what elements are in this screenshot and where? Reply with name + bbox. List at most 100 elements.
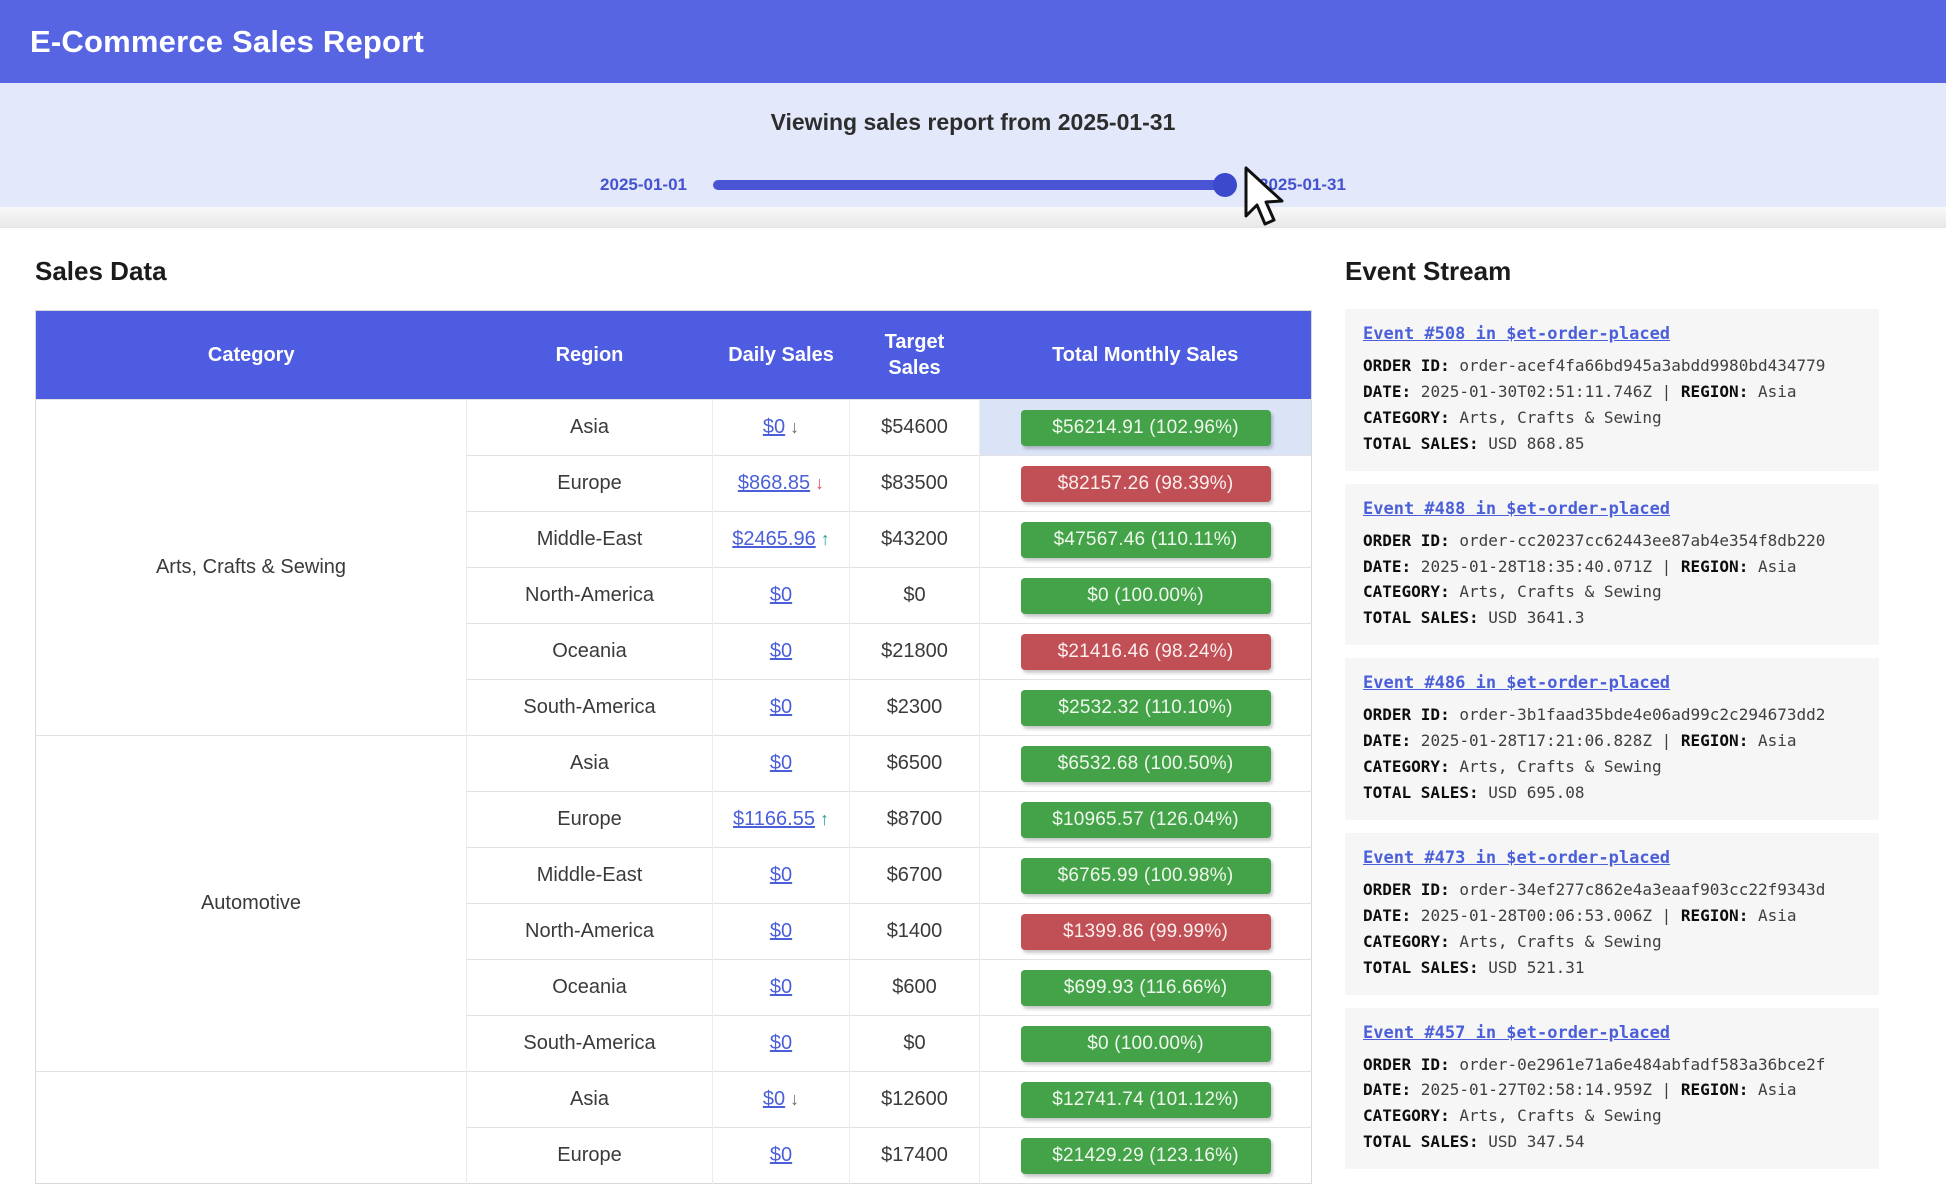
sales-table: Category Region Daily Sales Target Sales… <box>35 310 1312 1184</box>
table-row: Europe $1166.55 ↑ $8700 $10965.57 (126.04%) <box>36 791 1312 848</box>
table-header-row: Category Region Daily Sales Target Sales… <box>35 310 1312 400</box>
event-title-link[interactable]: Event #488 in $et-order-placed <box>1363 498 1671 519</box>
total-monthly-sales-cell: $21429.29 (123.16%) <box>979 1127 1312 1184</box>
trend-up-icon: ↑ <box>820 529 830 549</box>
event-stream-title: Event Stream <box>1345 256 1512 286</box>
target-sales-cell: $8700 <box>849 791 980 848</box>
target-sales-cell: $17400 <box>849 1127 980 1184</box>
table-row: North-America $0 $0 $0 (100.00%) <box>36 567 1312 624</box>
target-sales-cell: $0 <box>849 567 980 624</box>
daily-sales-cell: $0 <box>712 959 850 1016</box>
target-sales-cell: $0 <box>849 1015 980 1072</box>
table-row: Oceania $0 $600 $699.93 (116.66%) <box>36 959 1312 1016</box>
event-card: Event #488 in $et-order-placed ORDER ID: … <box>1345 483 1879 646</box>
daily-sales-link[interactable]: $0 <box>769 640 793 662</box>
total-monthly-sales-cell: $6532.68 (100.50%) <box>979 735 1312 792</box>
daily-sales-link[interactable]: $0 <box>769 584 793 606</box>
event-total-sales: TOTAL SALES: USD 695.08 <box>1363 782 1585 802</box>
total-monthly-sales-cell: $10965.57 (126.04%) <box>979 791 1312 848</box>
event-title-link[interactable]: Event #486 in $et-order-placed <box>1363 673 1671 694</box>
target-sales-cell: $43200 <box>849 511 980 568</box>
trend-up-icon: ↑ <box>819 809 829 829</box>
daily-sales-link[interactable]: $0 <box>769 752 793 774</box>
event-card: Event #486 in $et-order-placed ORDER ID: … <box>1345 658 1879 820</box>
daily-sales-cell: $868.85 ↓ <box>712 455 850 512</box>
daily-sales-cell: $0 <box>712 847 850 904</box>
event-date-region: DATE: 2025-01-27T02:58:14.959Z | REGION:… <box>1363 1080 1797 1100</box>
daily-sales-link[interactable]: $0 <box>769 920 793 942</box>
table-row: Arts, Crafts & Sewing Asia $0 ↓ $54600 $56214… <box>35 399 1312 736</box>
event-category: CATEGORY: Arts, Crafts & Sewing <box>1363 582 1662 602</box>
monthly-sales-badge: $2532.32 (110.10%) <box>1020 689 1271 726</box>
daily-sales-cell: $2465.96 ↑ <box>712 511 850 568</box>
region-cell: Oceania <box>466 959 713 1016</box>
event-category: CATEGORY: Arts, Crafts & Sewing <box>1363 1106 1662 1126</box>
region-cell: Europe <box>466 1127 713 1184</box>
daily-sales-link[interactable]: $0 <box>762 416 786 438</box>
event-title-link[interactable]: Event #473 in $et-order-placed <box>1363 847 1671 868</box>
table-row: Asia $0 ↓ $12600 $12741.74 (101.12%) <box>35 1071 1312 1184</box>
daily-sales-cell: $0 <box>712 735 850 792</box>
daily-sales-link[interactable]: $2465.96 <box>732 528 816 550</box>
event-title-link[interactable]: Event #457 in $et-order-placed <box>1363 1022 1671 1043</box>
daily-sales-link[interactable]: $0 <box>762 1088 786 1110</box>
daily-sales-link[interactable]: $0 <box>769 696 793 718</box>
event-order-id: ORDER ID: order-cc20237cc62443ee87ab4e35… <box>1363 530 1826 550</box>
daily-sales-cell: $0 <box>712 1015 850 1072</box>
date-slider-panel: Viewing sales report from 2025-01-31 202… <box>0 83 1946 207</box>
region-cell: South-America <box>466 1015 713 1072</box>
monthly-sales-badge: $699.93 (116.66%) <box>1020 969 1271 1006</box>
slider-thumb[interactable] <box>1213 173 1237 197</box>
daily-sales-link[interactable]: $0 <box>769 1032 793 1054</box>
total-monthly-sales-cell: $2532.32 (110.10%) <box>979 679 1312 736</box>
event-date-region: DATE: 2025-01-30T02:51:11.746Z | REGION:… <box>1363 381 1797 401</box>
event-category: CATEGORY: Arts, Crafts & Sewing <box>1363 931 1662 951</box>
table-row: Oceania $0 $21800 $21416.46 (98.24%) <box>36 623 1312 680</box>
target-sales-cell: $6500 <box>849 735 980 792</box>
event-total-sales: TOTAL SALES: USD 521.31 <box>1363 957 1585 977</box>
total-monthly-sales-cell: $21416.46 (98.24%) <box>979 623 1312 680</box>
daily-sales-link[interactable]: $0 <box>769 864 793 886</box>
daily-sales-link[interactable]: $1166.55 <box>733 808 815 830</box>
event-stream-section: Event Stream Event #508 in $et-order-pla… <box>1345 228 1885 1182</box>
column-header-category: Category <box>35 310 467 400</box>
monthly-sales-badge: $82157.26 (98.39%) <box>1020 465 1271 502</box>
table-row: South-America $0 $0 $0 (100.00%) <box>36 1015 1312 1072</box>
daily-sales-cell: $0 ↓ <box>712 1071 850 1128</box>
trend-down-icon: ↓ <box>815 473 825 493</box>
daily-sales-link[interactable]: $0 <box>769 976 793 998</box>
event-title-link[interactable]: Event #508 in $et-order-placed <box>1363 324 1671 344</box>
event-category: CATEGORY: Arts, Crafts & Sewing <box>1363 407 1662 427</box>
target-sales-cell: $1400 <box>849 903 980 960</box>
total-monthly-sales-cell: $1399.86 (99.99%) <box>979 903 1312 960</box>
column-header-target-sales: Target Sales <box>849 310 980 400</box>
table-row: North-America $0 $1400 $1399.86 (99.99%) <box>36 903 1312 960</box>
region-cell: Asia <box>466 1071 713 1128</box>
daily-sales-cell: $0 <box>712 1127 850 1184</box>
event-order-id: ORDER ID: order-0e2961e71a6e484abfadf583… <box>1363 1054 1826 1074</box>
region-cell: Europe <box>466 791 713 848</box>
daily-sales-link[interactable]: $0 <box>769 1144 793 1166</box>
slider-min-label: 2025-01-01 <box>600 175 687 194</box>
table-row: Europe $868.85 ↓ $83500 $82157.26 (98.39%) <box>36 455 1312 512</box>
daily-sales-cell: $0 ↓ <box>712 399 850 456</box>
table-row: Automotive Asia $0 $6500 $6532.68 (100.50%) <box>35 735 1312 1072</box>
event-card: Event #457 in $et-order-placed ORDER ID: … <box>1345 1007 1879 1170</box>
event-date-region: DATE: 2025-01-28T18:35:40.071Z | REGION:… <box>1363 556 1797 576</box>
total-monthly-sales-cell: $82157.26 (98.39%) <box>979 455 1312 512</box>
panel-shadow-divider <box>0 207 1946 228</box>
total-monthly-sales-cell: $6765.99 (100.98%) <box>979 847 1312 904</box>
target-sales-cell: $54600 <box>849 399 980 456</box>
target-sales-cell: $12600 <box>849 1071 980 1128</box>
app-header: E-Commerce Sales Report <box>0 0 1946 83</box>
sales-section-title: Sales Data <box>35 256 167 286</box>
total-monthly-sales-cell: $0 (100.00%) <box>979 567 1312 624</box>
date-slider[interactable] <box>713 173 1237 197</box>
monthly-sales-badge: $21416.46 (98.24%) <box>1020 633 1271 670</box>
region-cell: Middle-East <box>466 847 713 904</box>
daily-sales-cell: $0 <box>712 623 850 680</box>
monthly-sales-badge: $0 (100.00%) <box>1020 577 1271 614</box>
daily-sales-link[interactable]: $868.85 <box>737 472 811 494</box>
events-list: Event #508 in $et-order-placed ORDER ID: … <box>1345 309 1885 1170</box>
target-sales-cell: $21800 <box>849 623 980 680</box>
